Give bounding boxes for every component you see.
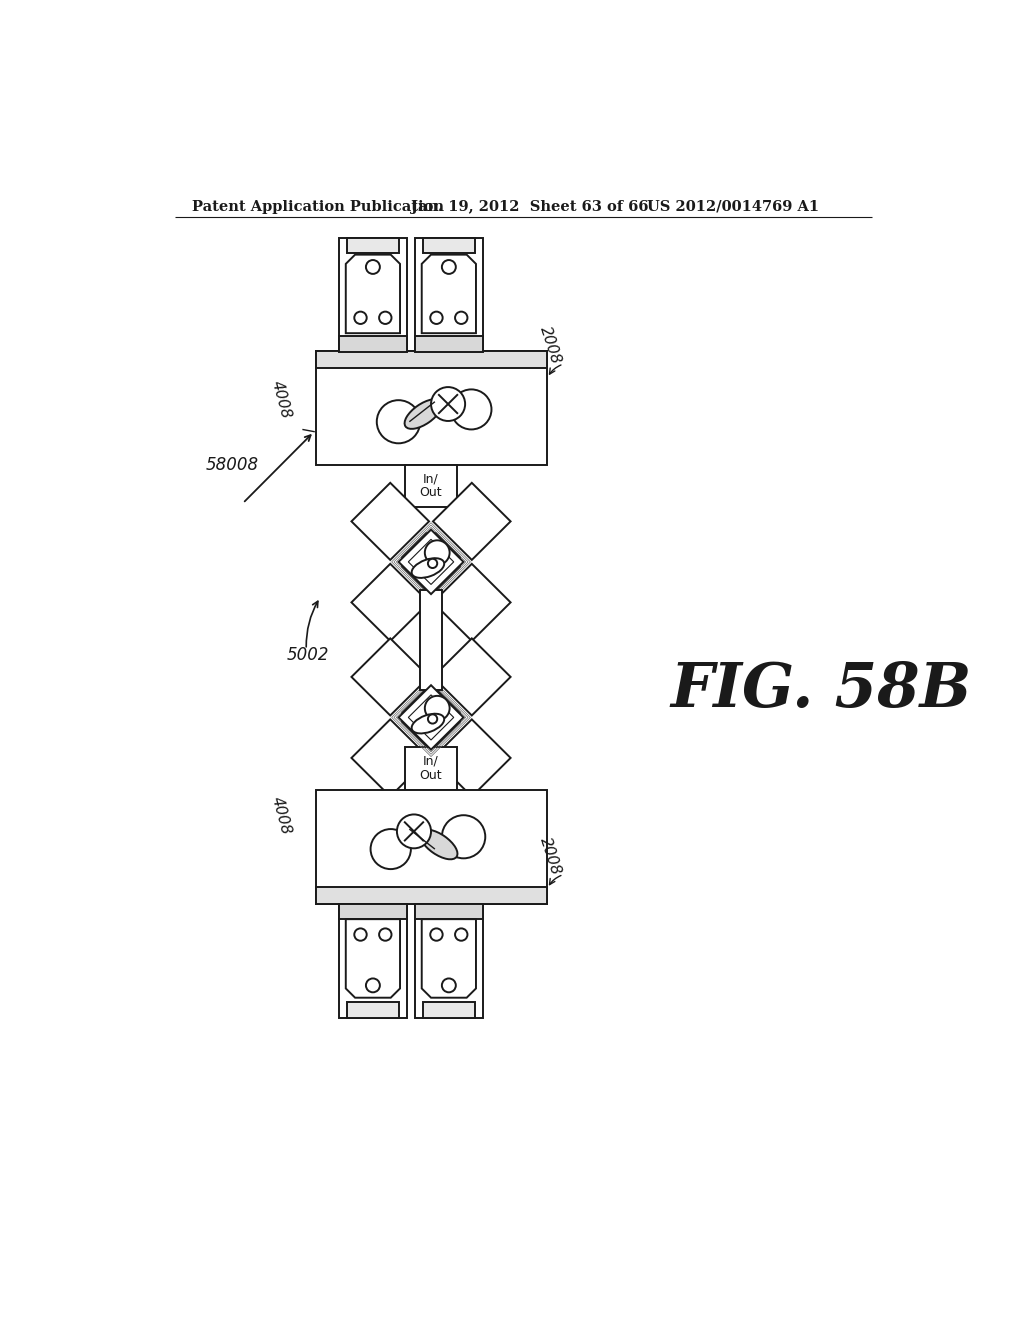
Circle shape [354,928,367,941]
Polygon shape [433,639,511,715]
Polygon shape [433,564,511,642]
Circle shape [430,928,442,941]
Polygon shape [398,529,464,594]
Bar [339,904,407,919]
Ellipse shape [404,399,442,429]
Polygon shape [428,560,461,591]
Text: FIG. 58B: FIG. 58B [671,660,972,719]
Text: 5002: 5002 [287,645,330,664]
Polygon shape [428,714,461,747]
Circle shape [425,696,450,721]
Circle shape [425,540,450,565]
Bar [315,887,547,904]
Bar [404,747,458,789]
Polygon shape [409,694,454,741]
Circle shape [397,814,431,849]
Polygon shape [401,714,434,747]
Text: 4008: 4008 [269,379,294,420]
Polygon shape [351,639,429,715]
Bar [315,351,547,465]
Polygon shape [398,685,464,750]
Circle shape [455,928,467,941]
Circle shape [452,389,492,429]
Ellipse shape [412,558,444,578]
Circle shape [354,312,367,323]
Bar [415,904,483,1018]
Polygon shape [428,532,461,565]
Bar [346,238,399,253]
Bar [315,789,547,904]
Bar [404,465,458,507]
Polygon shape [401,688,434,721]
Text: US 2012/0014769 A1: US 2012/0014769 A1 [647,199,819,214]
Ellipse shape [420,830,458,859]
Polygon shape [433,719,511,796]
Text: Patent Application Publication: Patent Application Publication [191,199,443,214]
Text: 2008: 2008 [538,836,563,876]
Circle shape [379,312,391,323]
Text: 58008: 58008 [206,455,259,474]
Bar [315,351,547,368]
Text: 4008: 4008 [269,795,294,836]
Circle shape [442,260,456,275]
Bar [415,337,483,351]
Circle shape [366,260,380,275]
Circle shape [442,978,456,993]
Circle shape [379,928,391,941]
Bar [339,238,407,351]
Polygon shape [422,919,476,998]
Circle shape [366,978,380,993]
Bar [339,904,407,1018]
Bar [420,590,442,689]
Polygon shape [409,540,454,585]
Text: Jan. 19, 2012  Sheet 63 of 66: Jan. 19, 2012 Sheet 63 of 66 [411,199,648,214]
Ellipse shape [412,714,444,734]
Polygon shape [351,564,429,642]
Polygon shape [346,919,400,998]
Bar [415,904,483,919]
Circle shape [428,558,437,568]
Bar [346,1002,399,1018]
Polygon shape [428,688,461,721]
Polygon shape [401,532,434,565]
Polygon shape [346,255,400,333]
Text: In/
Out: In/ Out [420,755,442,781]
Bar [339,337,407,351]
Circle shape [455,312,467,323]
Circle shape [430,312,442,323]
Polygon shape [433,483,511,560]
Circle shape [377,400,420,444]
Text: 2008: 2008 [538,325,563,367]
Bar [423,1002,475,1018]
Circle shape [431,387,465,421]
Circle shape [428,714,437,723]
Circle shape [371,829,411,869]
Polygon shape [401,560,434,591]
Bar [423,238,475,253]
Polygon shape [351,483,429,560]
Bar [415,238,483,351]
Polygon shape [422,255,476,333]
Polygon shape [351,719,429,796]
Text: In/
Out: In/ Out [420,473,442,499]
Circle shape [442,816,485,858]
